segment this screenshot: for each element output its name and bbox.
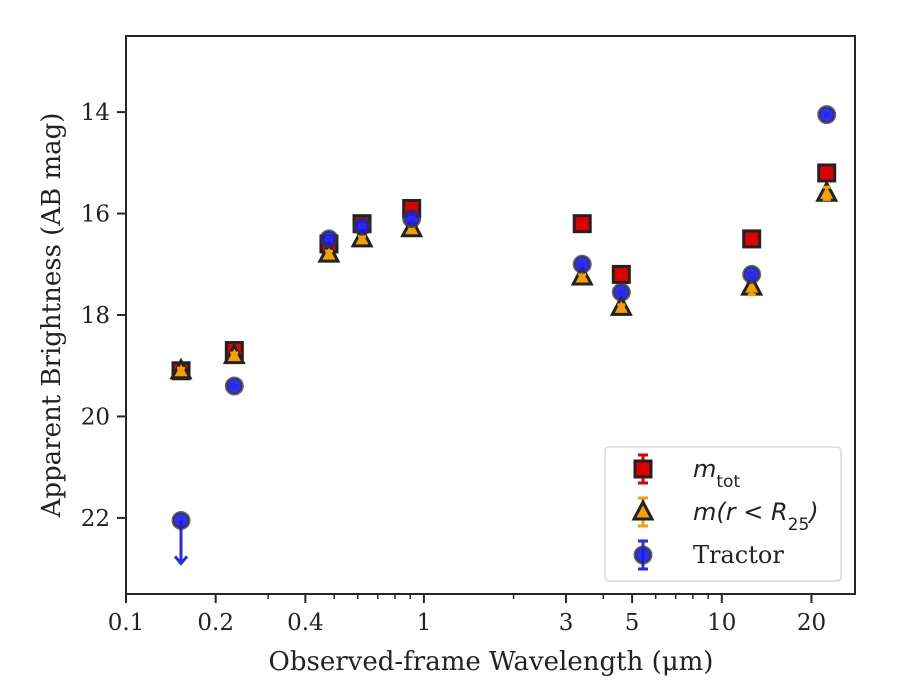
legend-box	[604, 446, 842, 582]
y-tick-label: 16	[81, 202, 110, 228]
circle-marker	[633, 545, 653, 565]
triangle-marker	[631, 498, 655, 521]
legend-label: m(r < R25)	[693, 498, 819, 535]
x-tick-label: 1	[417, 610, 432, 636]
x-axis-label: Observed-frame Wavelength (μm)	[269, 647, 714, 677]
x-tick-label: 20	[797, 610, 826, 636]
square-marker	[633, 459, 653, 479]
y-axis-label: Apparent Brightness (AB mag)	[37, 113, 67, 519]
y-tick-label: 20	[81, 404, 110, 430]
legend: mtot m(r < R25) Tractor	[604, 446, 842, 582]
legend-item: m(r < R25)	[631, 496, 819, 535]
legend-item: mtot	[633, 453, 740, 492]
x-tick-label: 0.4	[287, 610, 324, 636]
circle-marker	[171, 510, 191, 530]
x-tick-label: 10	[707, 610, 736, 636]
series-square	[171, 163, 837, 381]
y-tick-label: 18	[81, 303, 110, 329]
upper-limit-arrow	[173, 555, 189, 566]
x-tick-label: 0.2	[197, 610, 234, 636]
x-tick-label: 5	[625, 610, 640, 636]
legend-item: Tractor	[633, 539, 784, 571]
x-tick-label: 3	[559, 610, 574, 636]
plot-area: 0.1 0.2 0.4 1 3 5 10 20 14 16 18 20 22 mtot m(r < R25)…	[81, 35, 856, 636]
y-tick-label: 14	[81, 100, 110, 126]
legend-label: mtot	[693, 455, 740, 492]
y-tick-label: 22	[81, 506, 110, 532]
legend-label: Tractor	[693, 541, 784, 569]
series-circle	[171, 105, 837, 566]
series-triangle	[169, 180, 839, 380]
x-tick-label: 0.1	[108, 610, 145, 636]
